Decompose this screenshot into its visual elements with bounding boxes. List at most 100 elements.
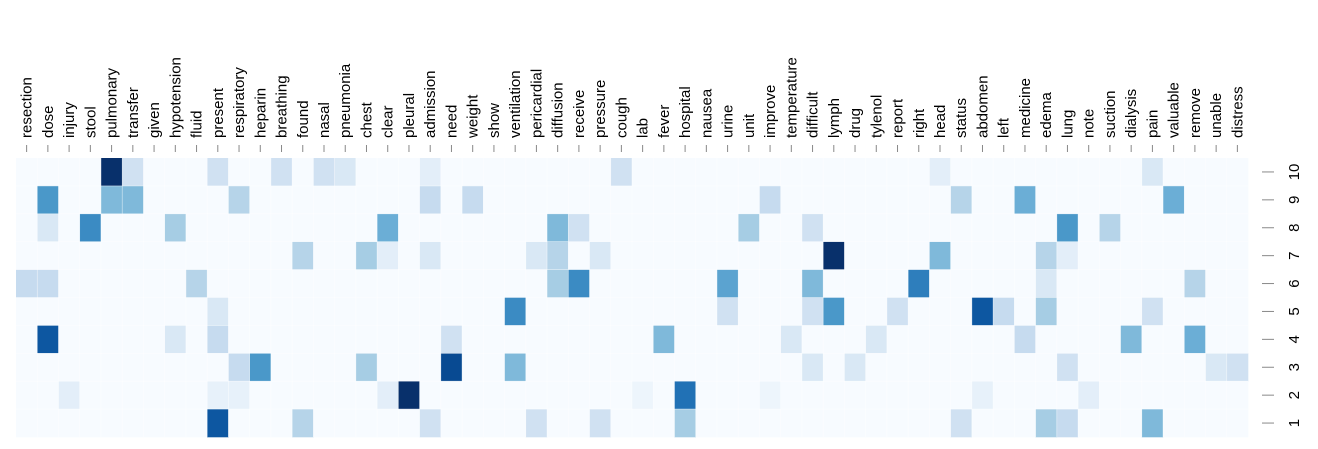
heatmap-cell: [228, 269, 250, 298]
heatmap-cell: [1099, 353, 1121, 382]
heatmap-cell: [143, 269, 165, 298]
heatmap-cell: [759, 185, 781, 215]
heatmap-cell: [674, 325, 697, 354]
heatmap-cell: [525, 269, 548, 298]
heatmap-cell: [16, 213, 38, 242]
heatmap-cell: [207, 213, 229, 242]
heatmap-cell: [865, 185, 888, 215]
heatmap-cell: [228, 381, 250, 410]
heatmap-cell: [185, 241, 208, 270]
x-tick-label: hospital: [677, 86, 694, 138]
heatmap-cell: [355, 353, 378, 382]
heatmap-cell: [1099, 158, 1121, 187]
heatmap-cell: [801, 185, 824, 215]
heatmap-cell: [653, 158, 675, 187]
heatmap-cell: [823, 325, 845, 354]
heatmap-cell: [1205, 297, 1228, 326]
heatmap-cell: [823, 241, 845, 270]
heatmap-cell: [1056, 353, 1079, 382]
heatmap-cell: [58, 297, 81, 326]
heatmap-cell: [971, 158, 994, 187]
heatmap-cell: [929, 241, 951, 270]
heatmap-cell: [886, 213, 909, 242]
heatmap-cell: [632, 409, 654, 438]
heatmap-cell: [1056, 381, 1079, 410]
heatmap-cell: [504, 158, 527, 187]
heatmap-cell: [440, 353, 463, 382]
heatmap-cell: [801, 381, 824, 410]
heatmap-cell: [398, 353, 420, 382]
heatmap-cell: [908, 185, 930, 215]
heatmap-cell: [483, 185, 505, 215]
heatmap-cell: [355, 325, 378, 354]
heatmap-cell: [716, 325, 739, 354]
heatmap-cell: [1014, 269, 1036, 298]
heatmap-cell: [716, 353, 739, 382]
heatmap-cell: [547, 325, 569, 354]
heatmap-cell: [738, 213, 760, 242]
heatmap-cell: [780, 241, 803, 270]
heatmap-cell: [759, 353, 781, 382]
heatmap-cell: [865, 158, 888, 187]
x-tick-label: pneumonia: [337, 63, 354, 138]
x-tick-label: status: [953, 98, 970, 138]
heatmap-cell: [568, 185, 590, 215]
heatmap-cell: [1035, 241, 1058, 270]
heatmap-cell: [929, 381, 951, 410]
heatmap-cell: [440, 381, 463, 410]
heatmap-cell: [249, 381, 272, 410]
heatmap-cell: [632, 213, 654, 242]
heatmap-cell: [801, 353, 824, 382]
x-tick-label: pleural: [401, 93, 418, 138]
heatmap-cell: [865, 381, 888, 410]
x-tick-label: diffusion: [550, 82, 567, 138]
heatmap-cell: [653, 185, 675, 215]
heatmap-cell: [228, 213, 250, 242]
heatmap-cell: [780, 297, 803, 326]
heatmap-cell: [355, 241, 378, 270]
heatmap-cell: [228, 185, 250, 215]
x-tick-label: pain: [1144, 110, 1161, 138]
heatmap-cell: [462, 297, 484, 326]
x-tick-label: cough: [613, 97, 630, 138]
heatmap-cell: [462, 185, 484, 215]
heatmap-cell: [419, 213, 442, 242]
heatmap-cell: [270, 381, 293, 410]
heatmap-cell: [377, 381, 399, 410]
heatmap-cell: [780, 409, 803, 438]
heatmap-cell: [1078, 213, 1100, 242]
x-axis-ticks: [26, 145, 1238, 152]
y-tick-label: 10: [1286, 164, 1303, 181]
heatmap-cell: [419, 325, 442, 354]
heatmap-cell: [37, 409, 59, 438]
heatmap-cell: [525, 158, 548, 187]
heatmap-cell: [1099, 185, 1121, 215]
heatmap-cell: [950, 325, 973, 354]
heatmap-cell: [313, 297, 335, 326]
heatmap-cell: [1184, 158, 1206, 187]
heatmap-cell: [1184, 353, 1206, 382]
heatmap-cell: [886, 158, 909, 187]
heatmap-cell: [462, 353, 484, 382]
heatmap-cell: [79, 158, 102, 187]
heatmap-cell: [568, 269, 590, 298]
heatmap-cell: [1205, 158, 1228, 187]
heatmap-cell: [100, 381, 123, 410]
heatmap-cell: [462, 158, 484, 187]
heatmap-cell: [1014, 381, 1036, 410]
x-tick-label: head: [932, 105, 949, 138]
heatmap-cell: [1035, 381, 1058, 410]
heatmap-cell: [419, 409, 442, 438]
heatmap-cell: [950, 269, 973, 298]
heatmap-cell: [738, 409, 760, 438]
heatmap-cell: [164, 353, 187, 382]
x-tick-label: remove: [1187, 88, 1204, 138]
heatmap-cell: [143, 158, 165, 187]
heatmap-cell: [908, 409, 930, 438]
heatmap-cell: [270, 297, 293, 326]
heatmap-cell: [249, 213, 272, 242]
x-tick-label: found: [295, 100, 312, 138]
heatmap-cell: [653, 381, 675, 410]
heatmap-cell: [1184, 409, 1206, 438]
x-tick-label: fluid: [189, 110, 206, 138]
